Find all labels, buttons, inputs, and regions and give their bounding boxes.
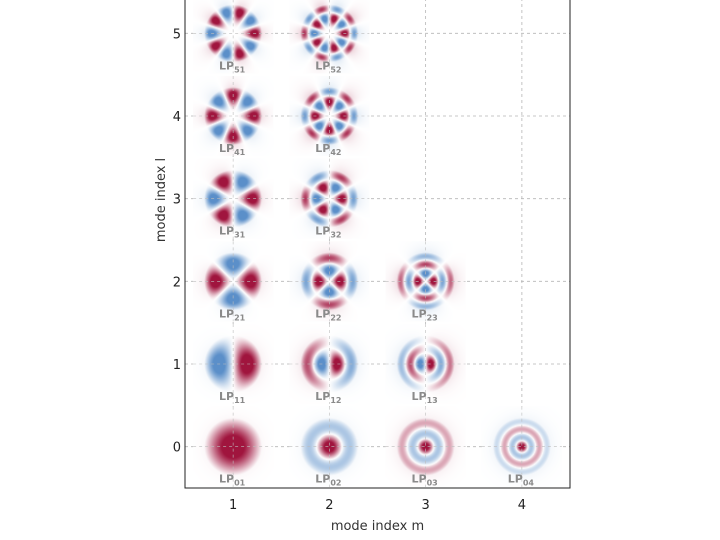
mode-label-main: LP	[315, 307, 330, 320]
mode-label-lp11: LP11	[219, 390, 246, 405]
mode-label-main: LP	[412, 307, 427, 320]
mode-label-lp03: LP03	[412, 473, 438, 488]
mode-label-sub: 04	[523, 479, 535, 488]
mode-label-sub: 23	[427, 313, 438, 322]
mode-label-sub: 41	[234, 148, 246, 157]
mode-label-main: LP	[315, 473, 330, 486]
mode-label-lp22: LP22	[315, 307, 341, 322]
mode-label-lp12: LP12	[315, 390, 341, 405]
y-tick-label: 2	[173, 275, 181, 290]
mode-label-lp31: LP31	[219, 225, 246, 240]
mode-label-main: LP	[219, 307, 234, 320]
x-tick-label: 1	[229, 498, 237, 513]
x-axis-label: mode index m	[331, 519, 424, 534]
mode-label-lp04: LP04	[508, 473, 535, 488]
mode-label-sub: 42	[330, 148, 341, 157]
y-tick-label: 1	[173, 358, 181, 373]
mode-label-lp42: LP42	[315, 142, 341, 157]
mode-label-main: LP	[315, 225, 330, 238]
mode-label-sub: 12	[330, 396, 341, 405]
mode-label-main: LP	[219, 473, 234, 486]
x-tick-label: 3	[421, 498, 429, 513]
mode-label-main: LP	[315, 142, 330, 155]
mode-label-sub: 31	[234, 231, 246, 240]
mode-label-main: LP	[315, 390, 330, 403]
mode-label-main: LP	[412, 390, 427, 403]
mode-label-lp02: LP02	[315, 473, 341, 488]
mode-label-sub: 13	[427, 396, 438, 405]
plot-frame	[184, 0, 571, 489]
mode-label-main: LP	[508, 473, 523, 486]
mode-label-main: LP	[315, 59, 330, 72]
mode-label-sub: 03	[427, 479, 438, 488]
mode-label-main: LP	[219, 225, 234, 238]
grid-lines	[185, 0, 570, 488]
mode-label-sub: 51	[234, 65, 246, 74]
mode-label-lp51: LP51	[219, 59, 246, 74]
mode-label-sub: 01	[234, 479, 246, 488]
mode-label-lp52: LP52	[315, 59, 341, 74]
mode-label-main: LP	[219, 59, 234, 72]
mode-label-lp21: LP21	[219, 307, 246, 322]
mode-label-main: LP	[219, 390, 234, 403]
mode-label-sub: 52	[330, 65, 341, 74]
mode-label-lp41: LP41	[219, 142, 246, 157]
y-tick-label: 0	[173, 441, 181, 456]
x-tick-label: 2	[325, 498, 333, 513]
mode-label-sub: 22	[330, 313, 341, 322]
mode-label-lp32: LP32	[315, 225, 341, 240]
mode-label-sub: 32	[330, 231, 341, 240]
y-axis-label: mode index l	[154, 158, 169, 242]
mode-label-lp01: LP01	[219, 473, 246, 488]
mode-patterns	[193, 0, 562, 487]
mode-label-sub: 11	[234, 396, 246, 405]
mode-label-sub: 02	[330, 479, 341, 488]
x-tick-label: 4	[518, 498, 526, 513]
mode-label-lp23: LP23	[412, 307, 438, 322]
y-tick-label: 4	[173, 110, 181, 125]
y-tick-label: 5	[173, 27, 181, 42]
mode-label-main: LP	[412, 473, 427, 486]
mode-label-main: LP	[219, 142, 234, 155]
mode-label-sub: 21	[234, 313, 246, 322]
y-tick-label: 3	[173, 193, 181, 208]
mode-label-lp13: LP13	[412, 390, 438, 405]
